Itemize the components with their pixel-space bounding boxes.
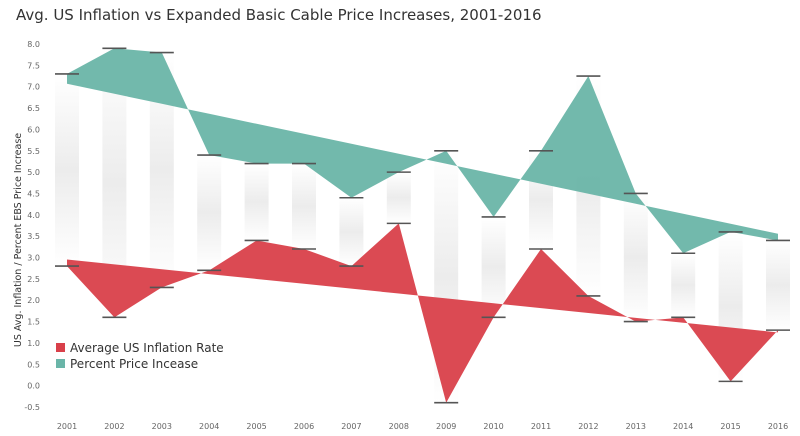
range-bar-2005 <box>244 163 269 241</box>
legend: Average US Inflation Rate Percent Price I… <box>56 341 224 371</box>
range-bar-2008 <box>386 172 411 224</box>
inflation-area <box>67 223 778 403</box>
y-tick-label: 5.0 <box>27 168 40 177</box>
price-increase-area <box>67 48 778 254</box>
y-tick-label: 6.5 <box>27 104 40 113</box>
x-tick-label: 2015 <box>720 422 740 431</box>
y-tick-label: 4.5 <box>27 189 40 198</box>
x-tick-label: 2006 <box>294 422 314 431</box>
x-tick-label: 2014 <box>673 422 693 431</box>
x-tick-label: 2008 <box>389 422 409 431</box>
y-tick-label: 3.5 <box>27 232 40 241</box>
x-tick-label: 2016 <box>768 422 788 431</box>
y-tick-label: 0.0 <box>27 382 40 391</box>
y-tick-label: 1.0 <box>27 339 40 348</box>
legend-swatch <box>56 343 65 352</box>
range-bar-2013 <box>623 193 648 322</box>
y-tick-label: 4.0 <box>27 211 40 220</box>
y-tick-label: 2.0 <box>27 296 40 305</box>
x-tick-label: 2010 <box>483 422 503 431</box>
x-tick-label: 2009 <box>436 422 456 431</box>
x-tick-label: 2004 <box>199 422 219 431</box>
y-tick-label: 0.5 <box>27 360 40 369</box>
x-tick-label: 2007 <box>341 422 361 431</box>
legend-label: Percent Price Incease <box>70 357 198 371</box>
x-tick-label: 2005 <box>246 422 266 431</box>
y-tick-label: 1.5 <box>27 318 40 327</box>
range-bar-2006 <box>292 163 316 249</box>
y-tick-label: 3.0 <box>27 254 40 263</box>
x-tick-label: 2011 <box>531 422 551 431</box>
x-tick-label: 2003 <box>152 422 172 431</box>
y-tick-label: 7.5 <box>27 61 40 70</box>
range-bar-2004 <box>197 155 222 271</box>
range-bar-2014 <box>671 253 696 318</box>
range-bar-2010 <box>481 216 506 318</box>
y-tick-label: 6.0 <box>27 125 40 134</box>
x-tick-label: 2013 <box>626 422 646 431</box>
x-tick-label: 2002 <box>104 422 124 431</box>
range-bar-2007 <box>339 197 364 267</box>
chart-title: Avg. US Inflation vs Expanded Basic Cabl… <box>16 6 542 24</box>
range-bar-2016 <box>766 240 790 331</box>
y-tick-label: 7.0 <box>27 83 40 92</box>
x-tick-label: 2001 <box>57 422 77 431</box>
legend-label: Average US Inflation Rate <box>70 341 224 355</box>
y-axis-title: US Avg. Inflation / Percent EBS Price In… <box>13 133 24 347</box>
y-tick-label: 5.5 <box>27 147 40 156</box>
y-tick-label: 8.0 <box>27 40 40 49</box>
legend-swatch <box>56 359 65 368</box>
y-tick-label: -0.5 <box>24 403 40 412</box>
range-bar-2001 <box>55 73 79 267</box>
x-tick-label: 2012 <box>578 422 598 431</box>
y-tick-label: 2.5 <box>27 275 40 284</box>
